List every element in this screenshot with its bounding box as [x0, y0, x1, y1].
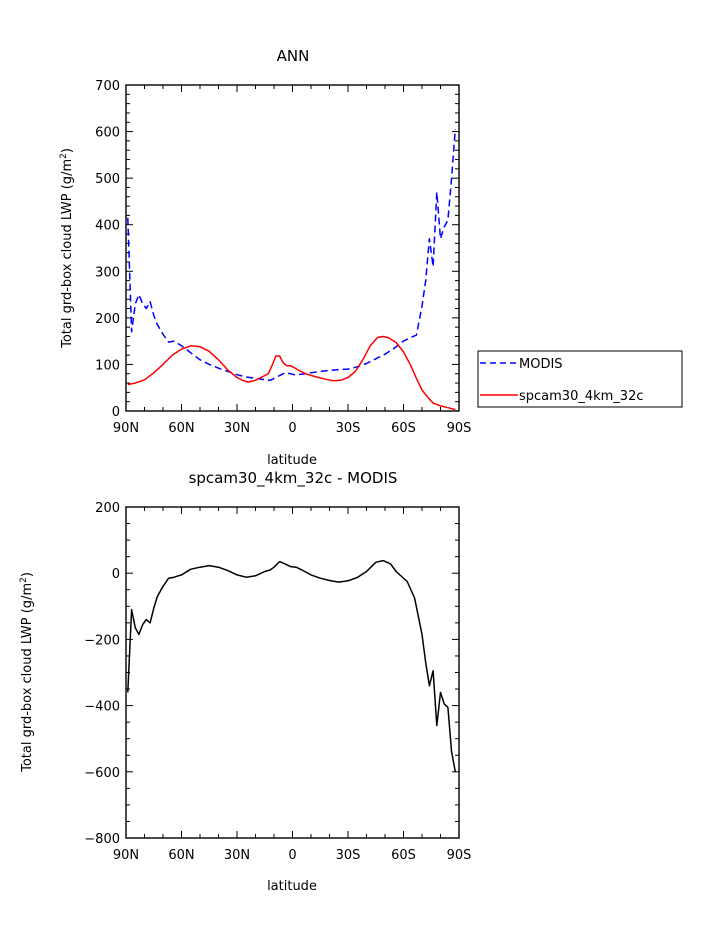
top-ticks: 90N 60N 30N 0 30S 60S 90S 0 100 200 300 400 500 600 70… [95, 79, 471, 436]
y-tick-label: 500 [95, 172, 120, 187]
top-x-axis-label: latitude [267, 453, 317, 468]
x-tick-label: 30N [224, 421, 250, 436]
x-tick-label: 90N [113, 848, 139, 863]
top-plot-area [127, 129, 457, 411]
x-tick-label: 90S [447, 421, 472, 436]
y-tick-label: −400 [84, 700, 120, 715]
bottom-x-axis-label: latitude [267, 879, 317, 894]
bottom-panel: spcam30_4km_32c - MODIS 90N 60N 30N 0 30S 60S… [19, 469, 471, 894]
series-line-spcam30-4km-32c [127, 335, 456, 411]
x-tick-label: 30S [336, 421, 361, 436]
x-tick-label: 60S [391, 848, 416, 863]
x-tick-label: 60S [391, 421, 416, 436]
legend-modis-label: MODIS [519, 357, 563, 372]
top-panel: ANN 90N 60N 30N 0 30S 60S 90S 0 100 200 300 400 500 6… [59, 47, 683, 468]
y-tick-label: 600 [95, 126, 120, 141]
x-tick-label: 60N [168, 848, 194, 863]
y-tick-label: 0 [112, 405, 120, 420]
x-tick-label: 90S [447, 848, 472, 863]
y-tick-label: 300 [95, 265, 120, 280]
x-tick-label: 0 [288, 421, 296, 436]
legend: MODIS spcam30_4km_32c [477, 350, 683, 408]
x-tick-label: 90N [113, 421, 139, 436]
top-y-axis-label: Total grd-box cloud LWP (g/m2) [59, 148, 75, 349]
bottom-chart-title: spcam30_4km_32c - MODIS [189, 469, 398, 488]
top-plot-frame [125, 84, 460, 412]
y-tick-label: −600 [84, 766, 120, 781]
legend-box [477, 350, 683, 408]
bottom-ticks: 90N 60N 30N 0 30S 60S 90S −800 −600 −400 −200 0 200 [84, 501, 471, 863]
legend-model-label: spcam30_4km_32c [519, 389, 644, 404]
y-tick-label: 100 [95, 358, 120, 373]
y-tick-label: 400 [95, 219, 120, 234]
x-tick-label: 30N [224, 848, 250, 863]
bottom-y-axis-label: Total grd-box cloud LWP (g/m2) [19, 572, 35, 773]
y-tick-label: 0 [112, 567, 120, 582]
bottom-plot-frame [125, 506, 460, 839]
series-line-modis [127, 129, 457, 382]
y-tick-label: −800 [84, 832, 120, 847]
y-tick-label: 700 [95, 79, 120, 94]
y-tick-label: 200 [95, 312, 120, 327]
bottom-plot-area [127, 559, 457, 772]
top-chart-title: ANN [277, 47, 310, 65]
x-tick-label: 0 [288, 848, 296, 863]
y-tick-label: 200 [95, 501, 120, 516]
series-line-difference [127, 559, 457, 772]
y-tick-label: −200 [84, 633, 120, 648]
x-tick-label: 60N [168, 421, 194, 436]
x-tick-label: 30S [336, 848, 361, 863]
